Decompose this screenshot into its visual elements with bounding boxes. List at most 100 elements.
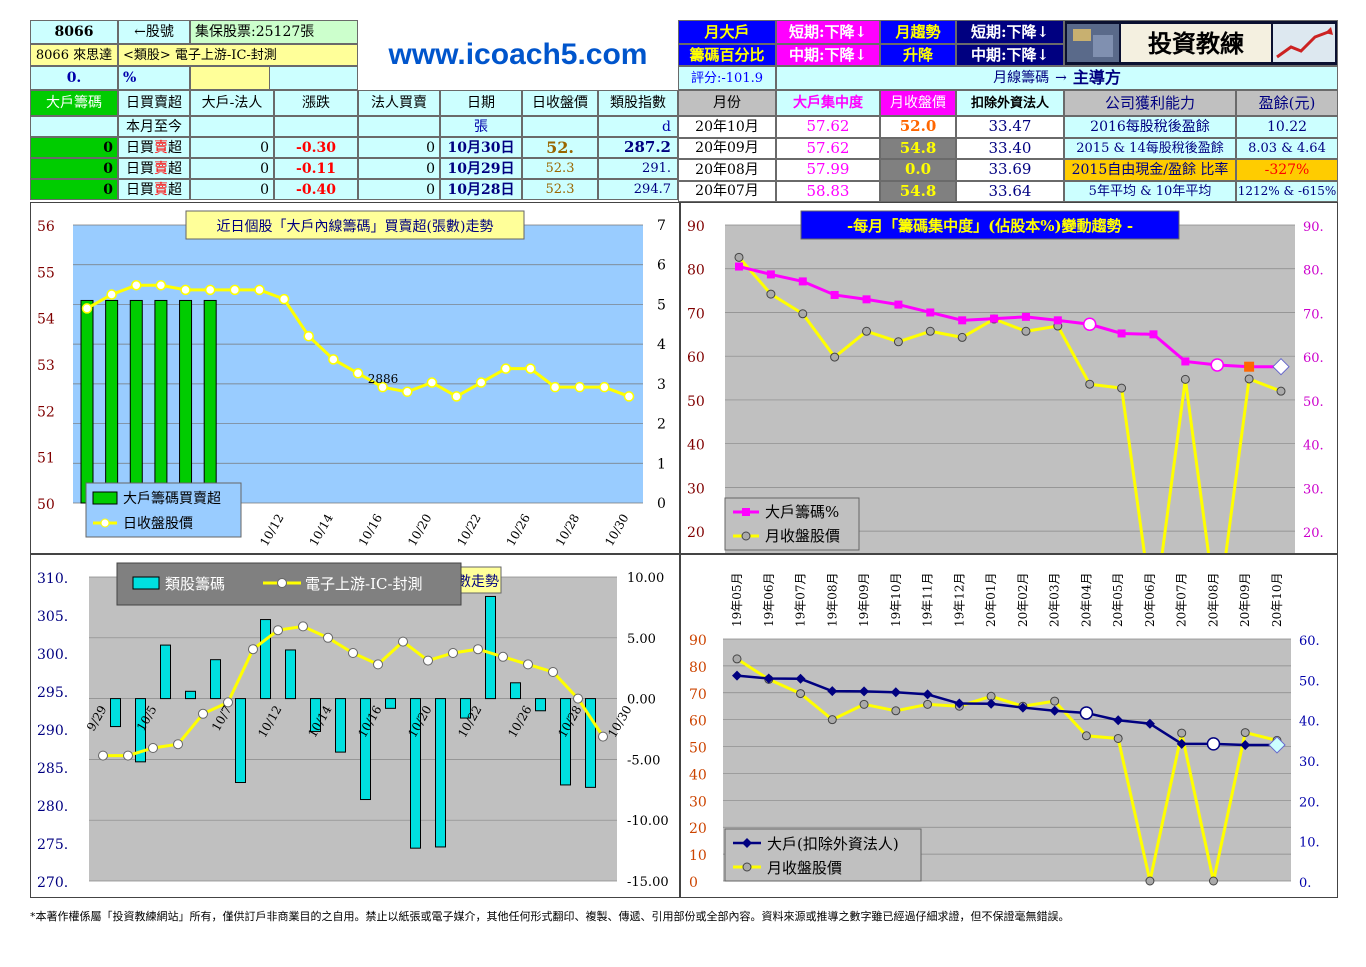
sector-bar [585,698,596,788]
left-axis-tick: 305. [37,609,68,625]
legend-label: 大戶(扣除外資法人) [767,835,899,853]
col-daily-buysell: 日買賣超 [118,90,190,116]
x-axis-tick: 10/12 [257,512,286,549]
left-axis-tick: 40 [689,767,707,783]
monthly-price-point [732,654,742,664]
sector-index-point [423,655,433,666]
left-axis-tick: 90 [687,219,705,235]
right-axis-tick: 7 [657,218,666,234]
concentration-point [798,277,807,286]
site-url[interactable]: www.icoach5.com [388,38,648,71]
monthly-close-value: 54.8 [880,137,956,159]
dominant-arrow: → [1055,70,1067,86]
concentration-point [735,262,743,271]
monthly-price-point [830,352,840,362]
blank-cell [522,116,598,137]
price-point [402,386,413,398]
blank-cell [30,116,118,137]
price-point [377,381,388,393]
right-axis-tick: 5 [657,297,666,313]
x-axis-tick: 20年10月 [1270,572,1284,627]
x-axis-tick: 10/30 [602,512,631,549]
footer-disclaimer: *本著作權係屬「投資教練網站」所有，僅供訂戶非商業目的之自用。禁止以紙張或電子媒… [30,910,1070,923]
right-axis-tick: 4 [657,337,666,353]
left-axis-tick: 270. [37,875,68,891]
sector-index-point [198,708,208,719]
col-change: 漲跌 [274,90,358,116]
index-value: 294.7 [598,179,678,200]
sector-index-point [223,697,233,708]
sector-index-point [573,693,583,704]
close-value: 52.3 [522,158,598,179]
col-big-minus-inst: 大戶-法人 [190,90,274,116]
price-point [426,377,438,388]
monthly-price-point [1240,728,1250,738]
concentration-point [1117,329,1126,338]
profit-label: 2016每股稅後盈餘 [1064,116,1236,138]
close-value: 52.3 [522,179,598,200]
x-axis-tick: 20年06月 [1143,572,1157,627]
daily-bar [179,299,193,504]
price-point [525,363,536,374]
right-axis-tick: 10.00 [627,571,664,586]
sector-chart: -15.00 -10.00 -5.00 0.00 5.00 10.00 270. 275. 28… [37,562,669,891]
sector-index-point [548,667,558,677]
daily-buysell-label: 日買賣超 [118,179,190,200]
sector-chart-panel: -15.00 -10.00 -5.00 0.00 5.00 10.00 270. 275. 28… [30,554,680,898]
monthly-price-point [1177,728,1187,738]
profit-value: 8.03 & 4.64 [1236,137,1338,159]
left-axis-tick: 290. [37,723,68,739]
monthly-big-label: 月大戶 [678,20,776,44]
daily-buysell-label: 日買賣超 [118,158,190,179]
percent-label: % [118,66,190,90]
col-eps: 盈餘(元) [1236,90,1338,116]
price-point [81,303,93,314]
x-axis-tick: 19年12月 [952,572,966,627]
right-axis-tick: 3 [657,377,666,393]
right-axis-tick: 60. [1303,351,1324,366]
label-part: 超 [168,139,182,156]
sector-bar [510,682,521,700]
left-axis-tick: 30 [687,481,705,497]
legend-swatch-point [100,518,110,528]
ex-foreign-point [1176,738,1187,749]
monthly-price-point [1021,326,1031,336]
ex-foreign-point [763,673,774,684]
daily-bar [129,299,143,504]
legend-box [724,828,922,882]
ex-foreign-point [732,670,742,681]
monthly-price-point [798,309,808,319]
concentration-point [1244,361,1255,372]
sell-char: 賣 [154,139,168,156]
month-value: 20年07月 [678,180,776,202]
right-axis-tick: 90. [1303,220,1324,235]
left-axis-tick: 280. [37,799,68,815]
inst-value: 0 [358,158,440,179]
blank-cell [274,116,358,137]
col-big-chip: 大戶籌碼 [30,90,118,116]
left-axis-tick: 300. [37,647,68,663]
right-axis-tick: -10.00 [627,814,669,829]
stock-code: 8066 [30,20,118,44]
concentration-point [1082,317,1097,332]
monthly-price-point [766,289,776,299]
left-axis-tick: 51 [37,451,55,467]
blank-cell [358,116,440,137]
legend-label: 大戶籌碼買賣超 [123,491,221,507]
ex-foreign-value: 33.40 [956,137,1064,159]
x-axis-tick: 20年01月 [984,572,998,627]
legend-label: 電子上游-IC-封測 [305,575,423,593]
monthly-price-point [1113,733,1123,743]
left-axis-tick: 70 [689,687,707,703]
x-axis-tick: 20年08月 [1206,572,1220,627]
sector-bar [435,698,446,848]
title-box [185,210,525,240]
price-point [106,289,117,300]
concentration-point [1181,357,1190,366]
sector-name: <類股> 電子上游-IC-封測 [118,44,358,66]
sector-index-point [473,644,483,655]
sell-char: 賣 [154,160,168,177]
profit-value: -327% [1236,159,1338,181]
monthly-price-point [1244,374,1254,384]
logo: 投資教練 [1064,20,1338,66]
